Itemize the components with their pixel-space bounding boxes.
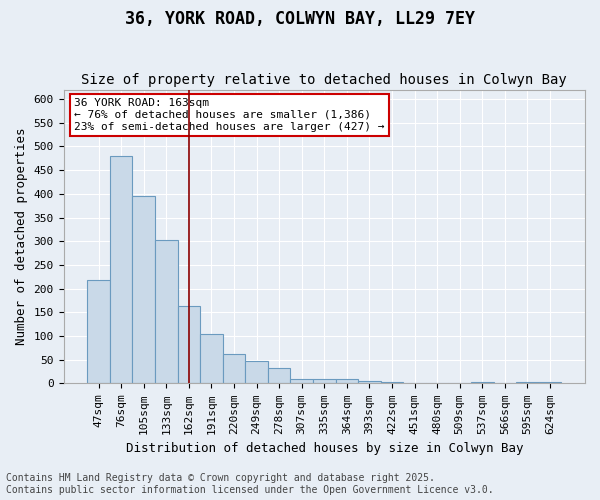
Bar bbox=[268, 368, 290, 384]
Title: Size of property relative to detached houses in Colwyn Bay: Size of property relative to detached ho… bbox=[82, 73, 567, 87]
Bar bbox=[290, 379, 313, 384]
Bar bbox=[110, 156, 133, 384]
Bar bbox=[471, 382, 494, 384]
Bar bbox=[87, 280, 110, 384]
Bar bbox=[516, 382, 539, 384]
Bar bbox=[200, 334, 223, 384]
Bar bbox=[178, 306, 200, 384]
Bar bbox=[358, 381, 381, 384]
Y-axis label: Number of detached properties: Number of detached properties bbox=[15, 128, 28, 345]
Bar bbox=[223, 354, 245, 384]
Bar bbox=[335, 379, 358, 384]
Bar bbox=[245, 361, 268, 384]
Bar bbox=[313, 378, 335, 384]
Text: Contains HM Land Registry data © Crown copyright and database right 2025.
Contai: Contains HM Land Registry data © Crown c… bbox=[6, 474, 494, 495]
Bar bbox=[133, 196, 155, 384]
Bar bbox=[155, 240, 178, 384]
Bar bbox=[539, 382, 561, 384]
Text: 36, YORK ROAD, COLWYN BAY, LL29 7EY: 36, YORK ROAD, COLWYN BAY, LL29 7EY bbox=[125, 10, 475, 28]
X-axis label: Distribution of detached houses by size in Colwyn Bay: Distribution of detached houses by size … bbox=[125, 442, 523, 455]
Text: 36 YORK ROAD: 163sqm
← 76% of detached houses are smaller (1,386)
23% of semi-de: 36 YORK ROAD: 163sqm ← 76% of detached h… bbox=[74, 98, 385, 132]
Bar bbox=[381, 382, 403, 384]
